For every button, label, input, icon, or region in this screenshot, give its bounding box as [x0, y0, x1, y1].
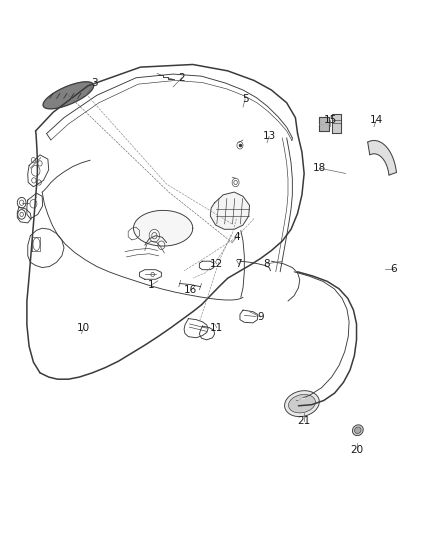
Text: 8: 8 — [264, 259, 270, 269]
Text: 7: 7 — [235, 259, 242, 269]
Text: 13: 13 — [263, 131, 276, 141]
Polygon shape — [134, 211, 193, 246]
Text: 2: 2 — [179, 73, 185, 83]
Text: 12: 12 — [210, 259, 223, 269]
Text: 15: 15 — [324, 115, 337, 125]
Text: 20: 20 — [350, 445, 363, 455]
Polygon shape — [319, 117, 329, 131]
Text: 4: 4 — [233, 232, 240, 243]
Text: 10: 10 — [77, 322, 90, 333]
Polygon shape — [210, 192, 250, 229]
Text: 11: 11 — [210, 322, 223, 333]
Circle shape — [17, 197, 26, 208]
Text: 14: 14 — [370, 115, 383, 125]
Text: 18: 18 — [313, 163, 326, 173]
Text: 1: 1 — [148, 280, 155, 290]
Text: 3: 3 — [91, 78, 98, 88]
Text: 6: 6 — [390, 264, 397, 274]
Text: 5: 5 — [242, 94, 248, 104]
Polygon shape — [43, 82, 94, 109]
Ellipse shape — [285, 391, 319, 417]
Ellipse shape — [355, 427, 361, 433]
Polygon shape — [332, 115, 341, 133]
Ellipse shape — [353, 425, 363, 435]
Ellipse shape — [289, 394, 315, 413]
Text: 16: 16 — [184, 286, 197, 295]
Polygon shape — [367, 141, 396, 175]
Text: 21: 21 — [297, 416, 311, 426]
Text: 9: 9 — [257, 312, 264, 322]
